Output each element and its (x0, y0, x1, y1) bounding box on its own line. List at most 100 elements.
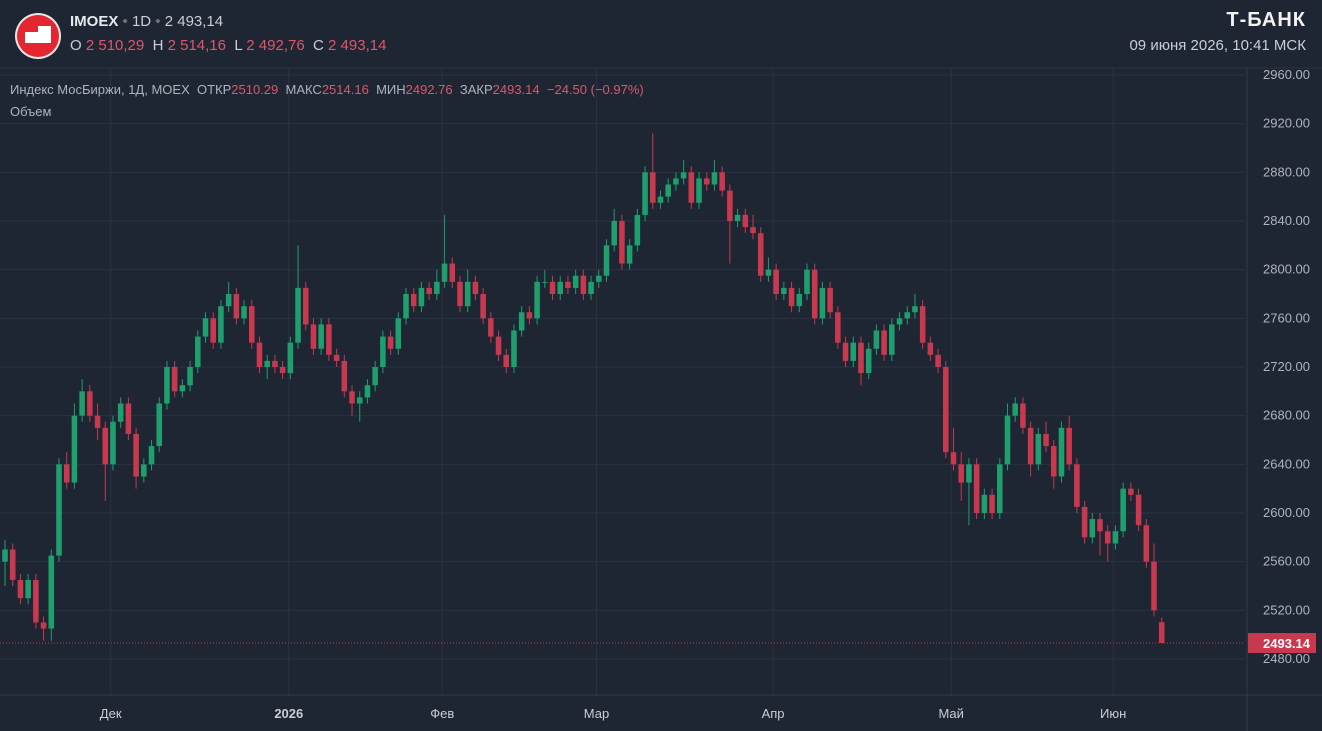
candle-body (1143, 525, 1150, 562)
candle-body (225, 294, 232, 307)
candle-body (811, 269, 818, 319)
candle-body (935, 354, 941, 367)
candle-body (1112, 531, 1119, 544)
candle-body (603, 245, 610, 276)
candle-body (881, 330, 887, 355)
y-tick-label: 2600.00 (1263, 505, 1310, 520)
candle-body (858, 342, 864, 374)
legend-low-label: МИН (376, 82, 406, 97)
candle-body (287, 342, 294, 374)
x-tick-label: Мар (584, 706, 609, 721)
candle-body (434, 281, 440, 294)
candle-body (63, 464, 70, 483)
candle-body (1074, 464, 1080, 507)
candle-body (912, 306, 918, 313)
candle-body (958, 464, 964, 483)
candle-body (657, 196, 664, 203)
candle-body (819, 287, 826, 319)
candle-body (395, 318, 402, 349)
y-tick-label: 2880.00 (1263, 164, 1310, 179)
legend-open-label: ОТКР (196, 82, 232, 97)
candle-body (873, 330, 880, 349)
l-value: 2 492,76 (246, 37, 305, 54)
o-value: 2 510,29 (85, 37, 145, 54)
h-label: H (152, 37, 164, 54)
candle-body (1158, 622, 1165, 644)
candle-body (835, 312, 841, 343)
candle-body (187, 367, 193, 386)
candle-body (56, 464, 62, 556)
candle-body (719, 172, 725, 191)
candle-body (711, 172, 718, 185)
candle-body (33, 579, 39, 623)
candle-body (410, 294, 417, 307)
candle-body (9, 549, 16, 580)
candle-body (1027, 427, 1034, 465)
y-tick-label: 2720.00 (1263, 359, 1310, 374)
x-tick-label: Апр (762, 706, 785, 721)
legend-close: 2493.14 (492, 82, 540, 97)
candle-body (480, 294, 486, 319)
candle-body (765, 269, 772, 276)
candle-body (1135, 494, 1142, 526)
brand: Т‑БАНК (1226, 9, 1306, 31)
legend-open: 2510.29 (231, 82, 279, 97)
candle-body (40, 622, 47, 629)
candle-body (781, 287, 787, 294)
h-value: 2 514,16 (167, 37, 226, 54)
candle-body (649, 172, 656, 203)
candle-body (526, 312, 533, 319)
candle-body (25, 579, 31, 599)
candle-body (1043, 433, 1049, 447)
candle-body (557, 281, 564, 294)
last-price-box (1248, 633, 1316, 654)
candle-body (572, 275, 579, 288)
candle-body (449, 263, 456, 282)
x-tick-label: 2026 (274, 706, 303, 721)
candle-body (511, 330, 517, 367)
candle-body (842, 342, 849, 361)
candle-body (488, 318, 494, 337)
candle-body (48, 555, 55, 629)
y-tick-label: 2960.00 (1263, 67, 1310, 82)
candle-body (626, 245, 633, 264)
datetime: 09 июня 2026, 10:41 МСК (1129, 37, 1306, 54)
candle-body (534, 281, 540, 319)
y-tick-label: 2520.00 (1263, 602, 1310, 617)
candle-body (973, 464, 980, 513)
candle-body (171, 367, 178, 392)
candle-body (117, 403, 124, 422)
candle-body (318, 324, 324, 349)
candle-body (1120, 488, 1126, 532)
y-tick-label: 2560.00 (1263, 554, 1310, 569)
candle-body (364, 385, 371, 398)
candle-body (827, 287, 833, 313)
candle-body (850, 342, 857, 361)
candle-body (403, 294, 409, 319)
candle-body (179, 385, 186, 392)
candle-body (110, 421, 116, 465)
candle-body (349, 391, 355, 404)
candle-body (1089, 519, 1096, 538)
candle-body (919, 306, 926, 343)
candle-body (17, 579, 24, 599)
candle-body (804, 269, 810, 294)
y-tick-label: 2480.00 (1263, 651, 1310, 666)
price: 2 493,14 (164, 13, 224, 30)
candle-body (241, 306, 247, 319)
candle-body (1012, 403, 1018, 416)
candle-body (680, 172, 687, 179)
candle-body (673, 178, 679, 185)
candle-body (195, 336, 201, 367)
candle-body (696, 178, 702, 203)
candle-body (233, 294, 240, 319)
candle-body (896, 318, 903, 325)
candle-body (727, 190, 733, 221)
candle-body (279, 367, 286, 374)
legend-low: 2492.76 (405, 82, 453, 97)
candle-body (79, 391, 85, 416)
candle-body (1066, 427, 1072, 465)
c-label: C (313, 37, 324, 54)
candle-body (503, 354, 510, 367)
